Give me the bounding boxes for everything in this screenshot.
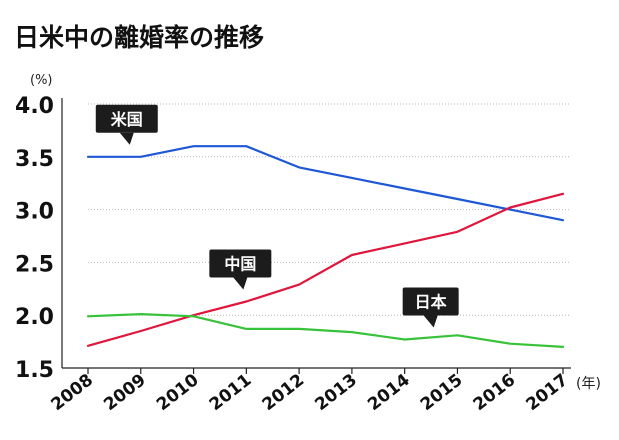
y-tick-label: 2.5	[15, 252, 54, 277]
x-tick-label: 2016	[470, 370, 520, 415]
series-line	[86, 192, 565, 347]
series-callout: 米国	[95, 104, 158, 145]
y-tick-labels: 4.0 3.5 3.0 2.5 2.0 1.5	[15, 94, 54, 383]
callout-pointer	[423, 315, 438, 328]
series-label: 米国	[111, 110, 143, 129]
x-tick-label: 2017	[522, 370, 572, 415]
callout-box	[402, 287, 459, 316]
x-tick-label: 2011	[206, 370, 256, 415]
x-tick-label: 2014	[364, 370, 414, 415]
series-label: 中国	[224, 254, 256, 273]
x-tick-label: 2013	[311, 370, 361, 415]
y-tick-label: 2.0	[15, 305, 54, 330]
gridlines	[88, 103, 571, 316]
chart-title: 日米中の離婚率の推移	[14, 23, 264, 52]
series-lines	[86, 145, 565, 348]
y-tick-label: 3.5	[15, 147, 54, 172]
x-tick-label: 2012	[259, 370, 309, 415]
x-unit-label: (年)	[576, 376, 601, 392]
y-tick-label: 4.0	[15, 94, 54, 119]
x-tick-label: 2015	[417, 370, 467, 415]
series-label: 日本	[415, 292, 447, 311]
callout-box	[209, 249, 272, 278]
series-callout: 日本	[402, 287, 459, 328]
callout-box	[95, 104, 158, 133]
series-line	[86, 313, 565, 348]
axes	[61, 98, 571, 374]
callout-pointer	[233, 277, 248, 290]
y-tick-label: 3.0	[15, 200, 54, 225]
y-unit-label: (%)	[30, 73, 53, 88]
y-tick-label: 1.5	[15, 358, 54, 383]
x-tick-label: 2008	[47, 370, 97, 415]
x-tick-labels: 2008 2009 2010 2011 2012 2013 2014 2015 2016 2017	[47, 370, 572, 415]
x-tick-label: 2010	[153, 370, 203, 415]
series-line	[86, 145, 565, 222]
x-tick-label: 2009	[100, 370, 150, 415]
callout-pointer	[119, 132, 134, 145]
series-callout: 中国	[209, 249, 272, 290]
